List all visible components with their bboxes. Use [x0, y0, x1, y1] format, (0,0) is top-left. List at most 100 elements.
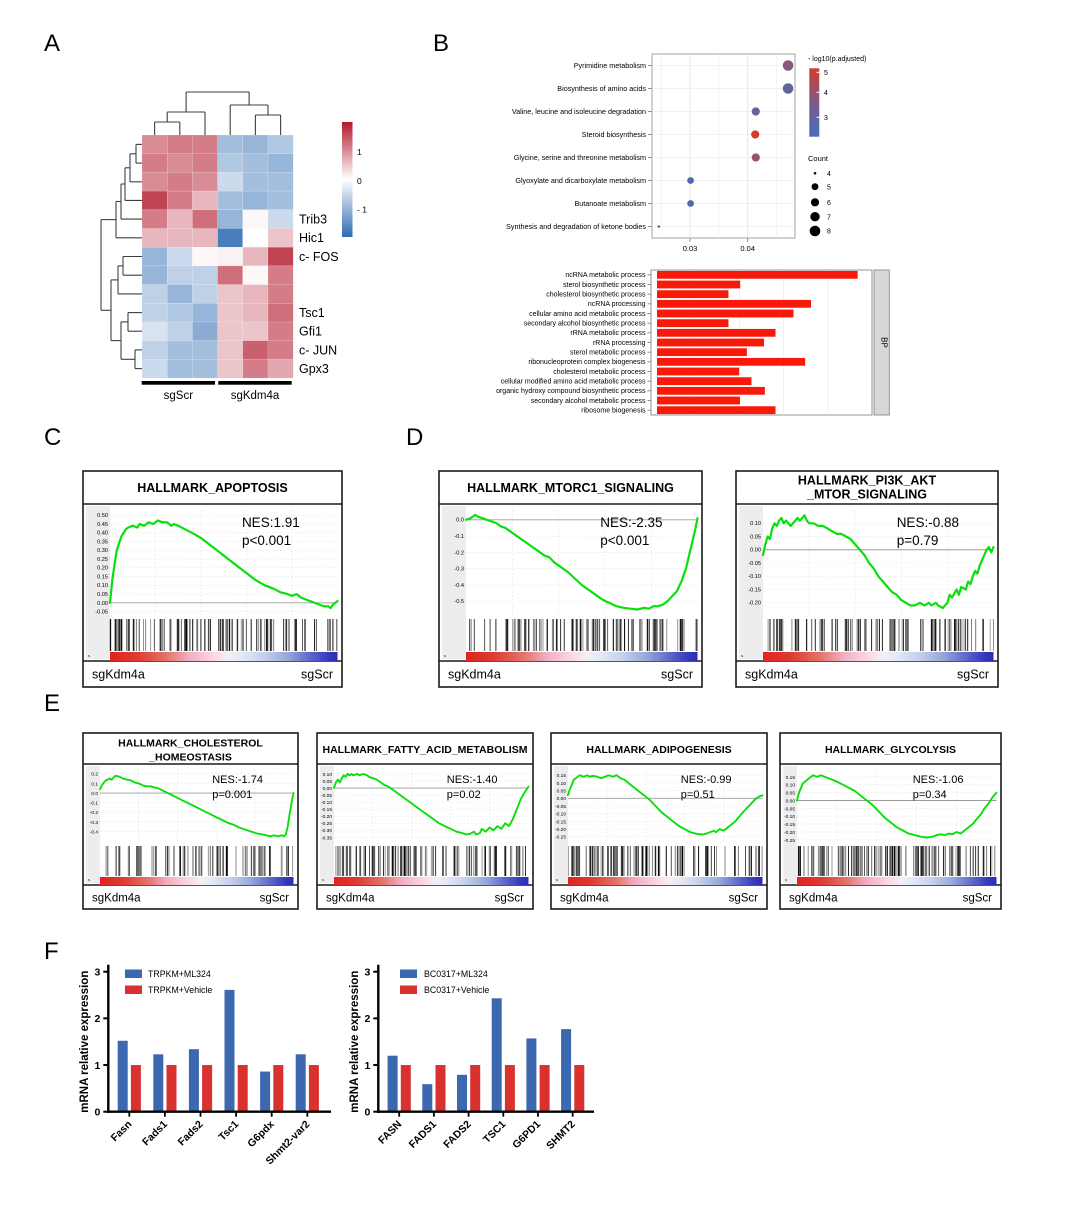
gsea-ytick-label: 0.00	[786, 798, 796, 804]
heatmap-cell	[242, 190, 269, 211]
heatmap-cell	[217, 246, 244, 267]
heatmap-cell	[217, 265, 244, 285]
gsea-ytick-label: 0.10	[323, 772, 333, 778]
heatmap-cell	[242, 134, 269, 154]
rank-gradient-strip	[763, 652, 994, 661]
gsea-ytick-label: 0.45	[97, 522, 108, 528]
heatmap-cell	[192, 303, 218, 323]
gsea-ytick-label: -0.05	[95, 610, 108, 616]
qpcr-bar	[130, 1065, 141, 1112]
size-legend-label: 8	[827, 229, 831, 236]
gsea-left-group-label: sgKdm4a	[560, 893, 609, 905]
gsea-panel-cholesterol: HALLMARK_CHOLESTEROL _HOMEOSTASIS sgKdm4a s…	[82, 732, 299, 910]
gsea-ytick-label: -0.3	[454, 567, 464, 573]
qpcr-bar	[117, 1040, 128, 1112]
gsea-ytick-label: 0.20	[97, 566, 108, 572]
heatmap-cell	[242, 228, 269, 248]
heatmap-cell	[267, 321, 294, 341]
qpcr-chart-0: Fasn Fads1 Fads2 Tsc1 G6pdxShmt2-var20123mRN…	[79, 964, 331, 1167]
qpcr-bar	[237, 1065, 248, 1112]
pathway-label: Synthesis and degradation of ketone bodi…	[506, 222, 646, 231]
color-legend-title: - log10(p.adjusted)	[808, 56, 866, 63]
gsea-ytick-label: 0.05	[786, 791, 796, 797]
heatmap-cell	[242, 246, 269, 267]
gsea-pvalue-label: p=0.02	[447, 789, 481, 801]
qpcr-bar	[188, 1049, 199, 1112]
gsea-nes-label: NES:-2.35	[600, 515, 662, 530]
gsea-right-group-label: sgScr	[963, 893, 993, 905]
heatmap-cell	[141, 172, 168, 192]
pathway-dot	[751, 153, 760, 162]
gsea-ytick-label: -0.15	[748, 587, 761, 593]
y-tick-label: 1	[364, 1060, 370, 1072]
heatmap-cell	[267, 228, 294, 248]
qpcr-bar	[224, 989, 235, 1112]
heatmap-cell	[141, 265, 168, 285]
gsea-ytick-label: -0.25	[321, 821, 332, 827]
rank-gradient-strip	[568, 877, 763, 885]
legend-label: TRPKM+ML324	[148, 969, 211, 979]
size-legend-dot	[813, 172, 817, 175]
qpcr-bar	[202, 1065, 213, 1112]
pathway-dot	[782, 60, 794, 71]
category-label: Fads2	[176, 1118, 206, 1148]
gsea-ytick-label: -0.25	[555, 835, 566, 841]
heatmap-cell	[242, 340, 269, 360]
category-label: SHMT2	[544, 1118, 578, 1152]
legend-swatch	[125, 969, 142, 978]
go-term-label: rRNA metabolic process	[570, 330, 646, 337]
gene-label: c- JUN	[299, 343, 337, 357]
category-label: FADS1	[407, 1118, 440, 1151]
heatmap-cell	[242, 303, 269, 323]
heatmap-cell	[141, 246, 168, 267]
qpcr-bar	[387, 1055, 398, 1112]
pathway-dot	[657, 225, 661, 228]
heatmap-cell	[242, 321, 269, 341]
category-label: G6pdx	[245, 1118, 277, 1150]
heatmap-cell	[192, 172, 218, 192]
pathway-label: Biosynthesis of amino acids	[557, 84, 646, 93]
gene-label: Gfi1	[299, 325, 322, 339]
heatmap-cell	[166, 303, 193, 323]
gene-label: Gpx3	[299, 362, 329, 376]
pathway-label: Butanoate metabolism	[574, 199, 646, 208]
go-bar	[657, 290, 729, 299]
gsea-ytick-label: 0.15	[97, 574, 108, 580]
go-bar	[657, 338, 765, 347]
heatmap-cell	[166, 209, 193, 229]
heatmap-cell	[267, 340, 294, 360]
rank-gradient-strip	[797, 877, 997, 885]
gsea-ytick-label: -0.1	[454, 534, 464, 540]
heatmap-cell	[242, 209, 269, 229]
gsea-ytick-label: 0.05	[750, 534, 761, 540]
heatmap-cell	[166, 228, 193, 248]
gsea-title: HALLMARK_CHOLESTEROL	[118, 738, 263, 750]
group-label: sgKdm4a	[231, 390, 280, 402]
category-label: Fasn	[109, 1118, 135, 1144]
qpcr-bar	[435, 1065, 446, 1112]
heatmap-cell	[141, 228, 168, 248]
gsea-pvalue-label: p<0.001	[600, 533, 649, 548]
heatmap-cell	[166, 172, 193, 192]
enrichment-curve	[99, 774, 295, 838]
qpcr-bar	[491, 998, 502, 1112]
heatmap-cell	[267, 190, 294, 211]
gsea-panel-pi3k_akt_mtor: HALLMARK_PI3K_AKT_MTOR_SIGNALING sgKdm4a s…	[735, 470, 999, 688]
size-legend-dot	[810, 212, 820, 222]
gsea-ytick-label: -0.20	[321, 814, 332, 820]
x-tick-label: 0.03	[683, 244, 698, 253]
heatmap-cell	[217, 228, 244, 248]
heatmap-cell	[192, 190, 218, 211]
heatmap-cell	[141, 359, 168, 379]
go-bar	[657, 348, 747, 357]
gsea-nes-label: NES:-1.40	[447, 774, 498, 786]
heatmap-cell	[217, 359, 244, 379]
gsea-ytick-label: 0.1	[91, 781, 98, 787]
go-term-label: secondary alcohol metabolic process	[531, 398, 646, 405]
rank-metric-mark: z	[783, 879, 788, 881]
gsea-ytick-label: -0.35	[321, 835, 332, 841]
pathway-dot	[751, 130, 760, 139]
gsea-ytick-label: 0.00	[750, 548, 761, 554]
gsea-ytick-label: 0.00	[97, 601, 108, 607]
